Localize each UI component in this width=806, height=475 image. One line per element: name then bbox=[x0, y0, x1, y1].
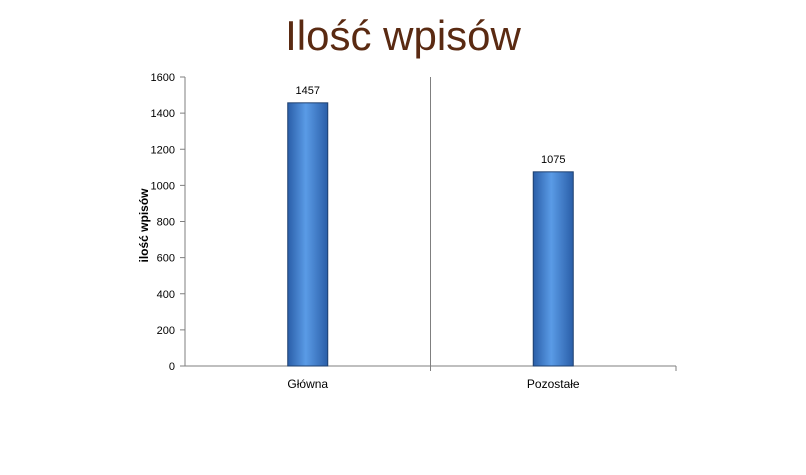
y-axis-title: ilość wpisów bbox=[137, 188, 151, 263]
bar-2 bbox=[532, 171, 574, 367]
y-tick-label: 200 bbox=[157, 325, 175, 337]
bar-1 bbox=[287, 102, 329, 367]
chart-bars bbox=[287, 102, 574, 367]
y-tick-label: 600 bbox=[157, 253, 175, 265]
y-tick-label: 1400 bbox=[151, 108, 175, 120]
y-tick-label: 1600 bbox=[151, 72, 175, 84]
y-tick-label: 1200 bbox=[151, 144, 175, 156]
chart-labels: 1457 Główna 1075 Pozostałe ilość wpisów bbox=[137, 85, 580, 391]
y-tick-label: 400 bbox=[157, 289, 175, 301]
x-category-label: Pozostałe bbox=[527, 377, 580, 391]
data-label: 1457 bbox=[296, 85, 320, 97]
chart-title: Ilość wpisów bbox=[285, 12, 521, 59]
y-tick-label: 0 bbox=[169, 361, 175, 373]
x-category-label: Główna bbox=[287, 377, 328, 391]
chart-axes: 0 200 400 600 800 1000 1200 1400 1600 bbox=[151, 72, 677, 373]
data-label: 1075 bbox=[541, 154, 565, 166]
y-tick-label: 1000 bbox=[151, 180, 175, 192]
y-tick-label: 800 bbox=[157, 217, 175, 229]
